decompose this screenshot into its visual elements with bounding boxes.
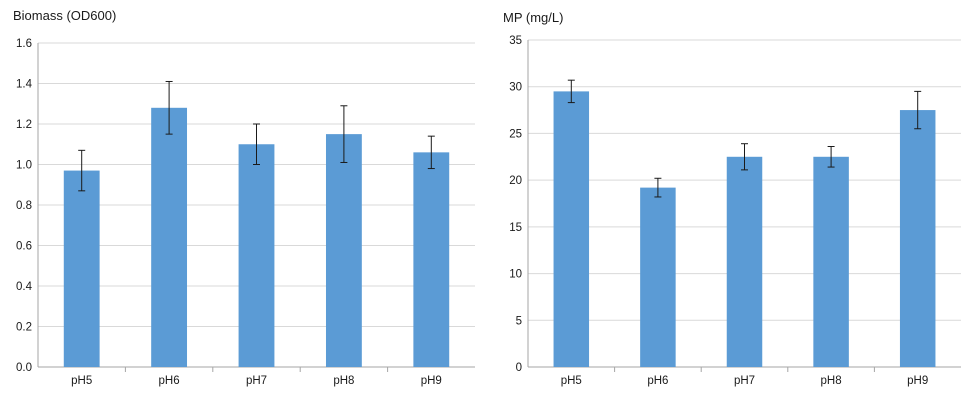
bar-ph7 [726,156,763,367]
bars [553,91,936,368]
mp-chart: MP (mg/L) 0 5 10 15 20 25 30 35 pH5 pH6 pH7 pH8 pH9 [503,10,961,387]
bar-ph6 [151,107,188,368]
x-tick-label: pH9 [907,375,928,387]
y-tick-label: 25 [509,128,522,140]
y-axis-title: Biomass (OD600) [13,8,116,23]
bar-ph5 [63,170,100,367]
error-bars [78,80,435,192]
bar-ph8 [325,134,362,367]
y-tick-label: 0.4 [16,281,33,293]
x-tick-labels: pH5 pH6 pH7 pH8 pH9 [71,375,442,387]
y-tick-label: 5 [516,315,522,327]
x-tick-label: pH7 [246,375,267,387]
y-tick-label: 10 [509,269,522,281]
x-tick-label: pH5 [561,375,582,387]
x-tick-label: pH5 [71,375,92,387]
x-tick-label: pH6 [159,375,180,387]
biomass-chart: Biomass (OD600) 0.0 0.2 0.4 0.6 0.8 1.0 1.2 1.4… [13,8,475,387]
y-tick-label: 1.0 [16,160,32,172]
bars [63,107,450,368]
y-tick-label: 1.6 [16,38,32,50]
x-tick-label: pH7 [734,375,755,387]
y-tick-label: 15 [509,222,522,234]
x-tick-label: pH8 [333,375,354,387]
bar-ph5 [553,91,590,367]
x-tick-labels: pH5 pH6 pH7 pH8 pH9 [561,375,929,387]
y-tick-label: 20 [509,175,522,187]
y-tick-label: 0.2 [16,322,32,334]
bar-ph8 [813,156,849,367]
x-tick-label: pH6 [647,375,668,387]
error-bars [567,79,922,198]
y-tick-labels: 0 5 10 15 20 25 30 35 [509,35,522,374]
y-tick-label: 35 [509,35,522,47]
x-tick-label: pH9 [421,375,442,387]
y-tick-labels: 0.0 0.2 0.4 0.6 0.8 1.0 1.2 1.4 1.6 [16,38,33,374]
x-tick-label: pH8 [821,375,842,387]
y-tick-label: 0.6 [16,241,32,253]
y-tick-label: 0.0 [16,362,32,374]
y-tick-label: 1.4 [16,79,33,91]
y-axis-title: MP (mg/L) [503,10,563,25]
bar-ph9 [899,110,936,368]
bar-ph6 [640,187,676,367]
bar-ph7 [238,144,275,367]
y-tick-label: 30 [509,82,522,94]
y-tick-label: 0.8 [16,200,32,212]
bar-ph9 [413,152,450,367]
y-tick-label: 1.2 [16,119,32,131]
y-tick-label: 0 [516,362,522,374]
